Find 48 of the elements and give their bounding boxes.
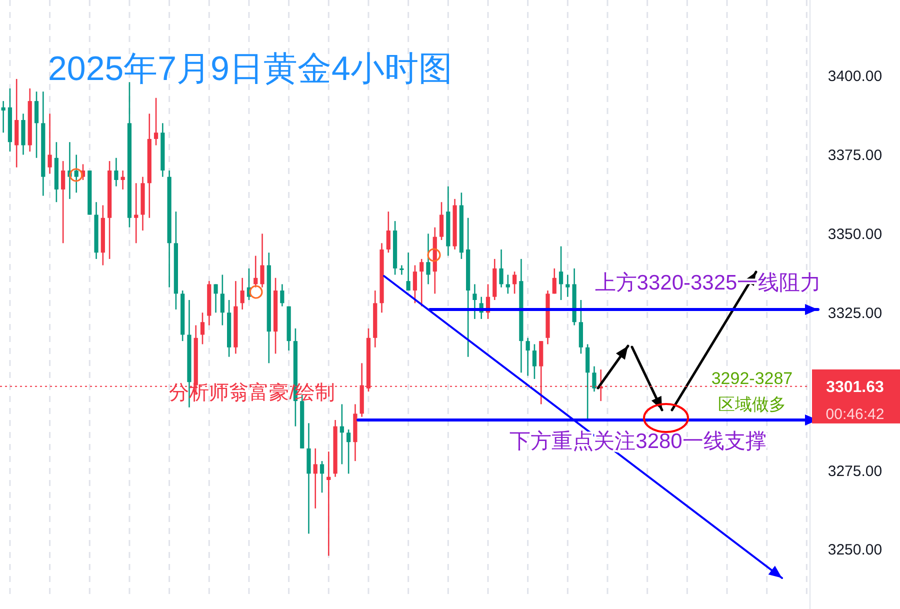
candlestick [214,284,218,314]
candlestick [566,274,570,298]
candlestick [420,258,424,307]
candlestick [400,264,404,276]
candlestick [472,284,477,320]
y-tick-label: 3400.00 [828,68,882,86]
y-tick-label: 3250.00 [828,542,882,559]
candlestick [326,450,331,556]
candlestick [406,252,410,292]
candlestick [240,277,244,310]
candlestick [154,97,158,146]
candlestick [499,248,504,288]
candlestick [280,284,284,307]
candlestick [61,160,66,244]
candlestick [320,460,324,494]
candlestick [134,182,138,244]
candlestick [412,264,418,304]
candlestick [313,448,318,510]
candlestick [552,268,556,294]
text: 2025年7月9日黄金4小时图 [48,50,452,88]
y-tick-label: 3325.00 [828,304,882,322]
text: 00:46:42 [826,406,884,423]
candlestick [592,366,596,392]
candlestick [439,201,444,241]
ref-line-label: 3301.63 [826,379,884,396]
candlestick [512,270,517,294]
annotation: 区域做多 [718,395,786,414]
candlestick [340,404,344,465]
y-tick-label: 3350.00 [828,226,882,243]
candlestick [114,157,118,187]
candlestick [34,90,39,159]
candlestick [386,210,390,254]
candlestick [526,337,530,376]
candlestick [260,233,264,288]
candlestick [426,233,430,285]
y-tick-label: 3275.00 [828,462,882,480]
annotation: 3292-3287 [711,369,793,388]
candlestick [346,428,351,474]
y-tick-label: 3375.00 [828,146,882,164]
candlestick [48,113,52,174]
candlestick [120,170,125,190]
candlestick [220,274,224,326]
candlestick [532,344,537,380]
candlestick [558,246,564,301]
candlestick [254,255,258,288]
candlestick [1,100,6,134]
candlestick [200,312,205,345]
candlestick [506,274,510,294]
